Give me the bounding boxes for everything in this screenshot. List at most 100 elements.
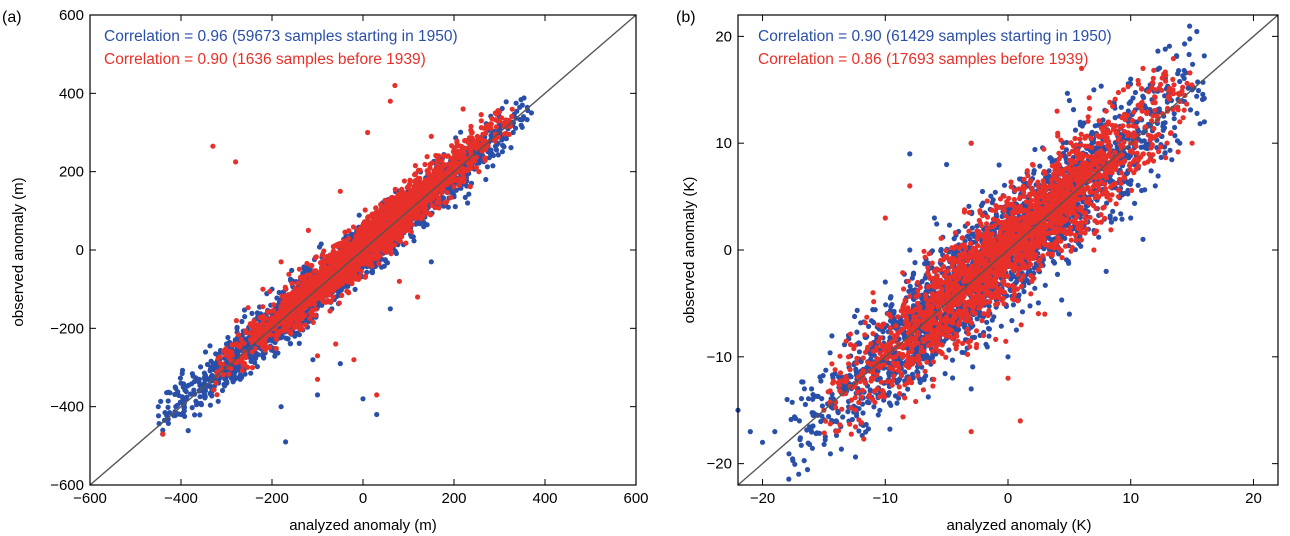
scatter-point [371, 247, 377, 253]
scatter-point [211, 387, 217, 393]
scatter-point [333, 341, 339, 347]
scatter-point [495, 152, 501, 158]
scatter-point [318, 241, 324, 247]
scatter-point [469, 135, 475, 141]
scatter-point [274, 314, 280, 320]
scatter-point [376, 246, 383, 252]
scatter-point [335, 253, 341, 259]
scatter-point [245, 364, 251, 370]
scatter-point [239, 318, 245, 325]
scatter-point [372, 241, 378, 247]
scatter-point [466, 191, 472, 197]
scatter-point [434, 158, 440, 164]
scatter-point [198, 364, 204, 370]
scatter-point [291, 312, 297, 319]
scatter-point [262, 347, 268, 353]
scatter-point [430, 195, 436, 202]
scatter-point [437, 199, 443, 205]
scatter-point [403, 215, 409, 221]
scatter-point [467, 184, 473, 190]
scatter-point [331, 263, 337, 269]
scatter-point [321, 293, 327, 300]
scatter-point [189, 405, 195, 411]
scatter-point [374, 392, 380, 398]
scatter-point [312, 312, 318, 319]
scatter-point [380, 242, 386, 248]
scatter-point [421, 219, 427, 226]
scatter-point [392, 186, 398, 192]
scatter-point [175, 389, 181, 395]
scatter-point [287, 276, 294, 282]
scatter-point [360, 257, 366, 263]
scatter-point [351, 272, 357, 278]
scatter-point [338, 248, 344, 254]
scatter-point [484, 164, 490, 170]
scatter-point [369, 254, 376, 261]
scatter-point [210, 360, 216, 366]
scatter-point [399, 198, 406, 204]
scatter-point [407, 177, 413, 183]
scatter-point [337, 361, 343, 367]
scatter-point [274, 295, 280, 301]
scatter-point [172, 384, 178, 390]
scatter-point [298, 291, 304, 297]
scatter-point [248, 358, 254, 364]
scatter-point [427, 211, 433, 217]
scatter-point [287, 341, 294, 347]
scatter-point [279, 310, 285, 316]
scatter-point [403, 240, 409, 246]
scatter-point [392, 82, 398, 89]
scatter-point [185, 428, 191, 434]
scatter-point [198, 400, 204, 406]
scatter-point [362, 207, 368, 213]
scatter-point [314, 353, 321, 359]
scatter-point [356, 262, 362, 268]
scatter-point [239, 332, 245, 338]
scatter-point [450, 190, 456, 196]
scatter-point [421, 224, 427, 230]
scatter-point [428, 259, 434, 265]
scatter-point [213, 351, 219, 357]
scatter-point [254, 364, 260, 370]
scatter-point [234, 366, 240, 372]
scatter-point [394, 200, 400, 206]
scatter-point [309, 308, 316, 314]
scatter-point [506, 131, 512, 137]
scatter-point [356, 237, 362, 243]
scatter-point [524, 104, 530, 110]
scatter-point [260, 316, 266, 322]
scatter-point [253, 352, 259, 358]
scatter-point [165, 404, 171, 410]
scatter-point [413, 171, 419, 177]
scatter-point [276, 289, 282, 296]
scatter-point [352, 286, 358, 292]
scatter-point [330, 294, 336, 300]
scatter-point [407, 191, 413, 197]
scatter-point [309, 273, 315, 279]
scatter-point [366, 219, 372, 225]
scatter-point [268, 315, 275, 321]
scatter-point [202, 394, 208, 400]
scatter-point [287, 297, 293, 303]
scatter-point [223, 341, 230, 347]
scatter-point [378, 201, 384, 208]
scatter-point [379, 213, 386, 219]
scatter-point [360, 396, 366, 402]
scatter-point [283, 326, 289, 332]
scatter-point [458, 129, 464, 135]
scatter-point [201, 370, 207, 376]
panel-a-correlation-red: Correlation = 0.90 (1636 samples before … [104, 51, 426, 68]
scatter-point [444, 153, 450, 159]
scatter-point [207, 343, 213, 349]
scatter-point [286, 271, 292, 277]
scatter-point [207, 391, 213, 397]
scatter-point [444, 189, 450, 196]
scatter-point [334, 243, 340, 249]
scatter-point [513, 100, 519, 106]
scatter-point [321, 248, 327, 254]
scatter-point [223, 352, 229, 358]
scatter-point [197, 412, 203, 418]
scatter-point [365, 129, 371, 136]
scatter-point [301, 286, 307, 292]
scatter-point [177, 399, 183, 405]
